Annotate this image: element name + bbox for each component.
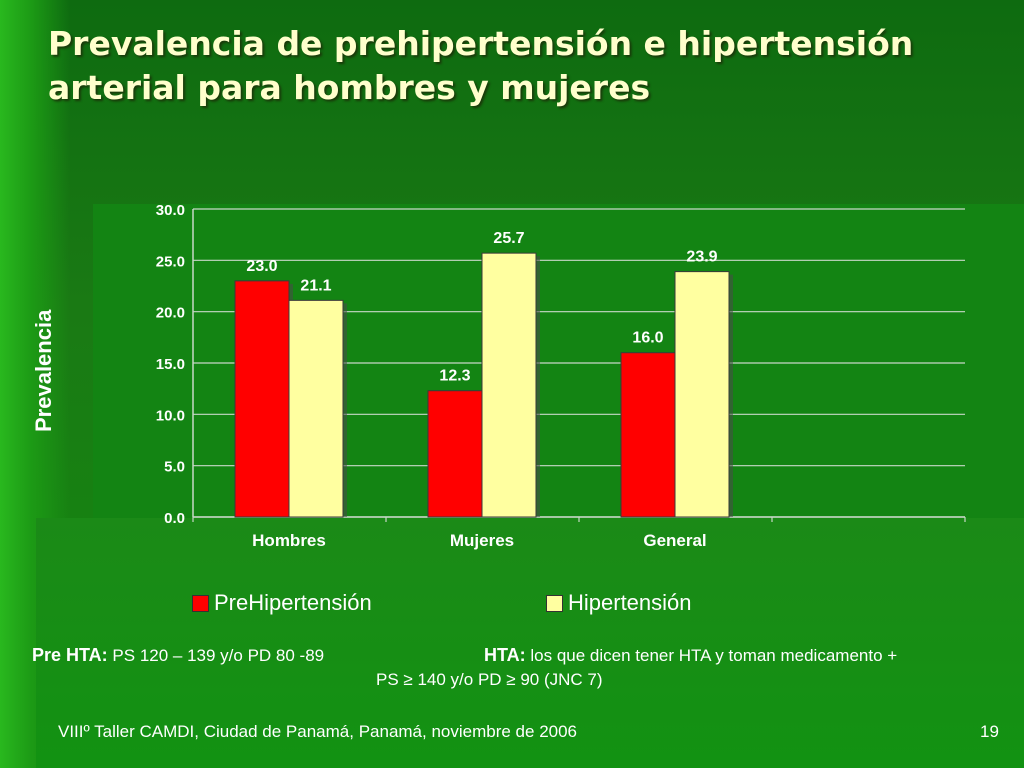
note-pre-hta-label: Pre HTA: xyxy=(32,645,108,665)
legend-label-prehipertension: PreHipertensión xyxy=(214,590,372,615)
y-tick-label: 5.0 xyxy=(164,459,185,476)
data-label: 23.9 xyxy=(686,249,717,266)
lower-panel xyxy=(36,518,1024,768)
bar-hombres-prehipertension xyxy=(234,280,290,518)
bar-mujeres-prehipertension xyxy=(427,390,483,518)
note-hta-label: HTA: xyxy=(484,645,526,665)
y-tick-label: 10.0 xyxy=(156,407,185,424)
data-label: 12.3 xyxy=(439,368,470,385)
data-label: 25.7 xyxy=(493,230,524,247)
bar-general-prehipertension xyxy=(620,352,676,518)
y-tick-label: 20.0 xyxy=(156,305,185,322)
slide-title: Prevalencia de prehipertensión e hiperte… xyxy=(48,24,914,107)
y-tick-label: 0.0 xyxy=(164,510,185,527)
y-tick-label: 30.0 xyxy=(156,202,185,219)
bar-general-hipertension xyxy=(674,271,730,518)
x-tick-label: Mujeres xyxy=(450,531,514,550)
note-hta-text: los que dicen tener HTA y toman medicame… xyxy=(530,646,898,665)
note-pre-hta-text: PS 120 – 139 y/o PD 80 -89 xyxy=(112,646,325,665)
y-tick-label: 25.0 xyxy=(156,253,185,270)
legend-item-prehipertension: PreHipertensión xyxy=(192,590,372,616)
data-label: 23.0 xyxy=(246,258,277,275)
note-pre-hta: Pre HTA: PS 120 – 139 y/o PD 80 -89 xyxy=(32,645,324,666)
legend-label-hipertension: Hipertensión xyxy=(568,590,692,615)
x-tick-label: General xyxy=(643,531,706,550)
note-hta: HTA: los que dicen tener HTA y toman med… xyxy=(484,645,897,666)
legend-swatch-prehipertension xyxy=(192,594,209,612)
legend-item-hipertension: Hipertensión xyxy=(546,590,692,616)
y-axis-title: Prevalencia xyxy=(31,309,56,432)
bar-hombres-hipertension xyxy=(288,299,344,518)
bar-mujeres-hipertension xyxy=(481,252,537,518)
x-tick-label: Hombres xyxy=(252,531,326,550)
legend-swatch-hipertension xyxy=(546,594,563,612)
note-hta-criteria: PS ≥ 140 y/o PD ≥ 90 (JNC 7) xyxy=(376,670,603,689)
data-label: 16.0 xyxy=(632,330,663,347)
data-label: 21.1 xyxy=(300,277,331,294)
footer-text: VIIIº Taller CAMDI, Ciudad de Panamá, Pa… xyxy=(58,722,578,741)
page-number: 19 xyxy=(980,722,999,741)
y-tick-label: 15.0 xyxy=(156,356,185,373)
